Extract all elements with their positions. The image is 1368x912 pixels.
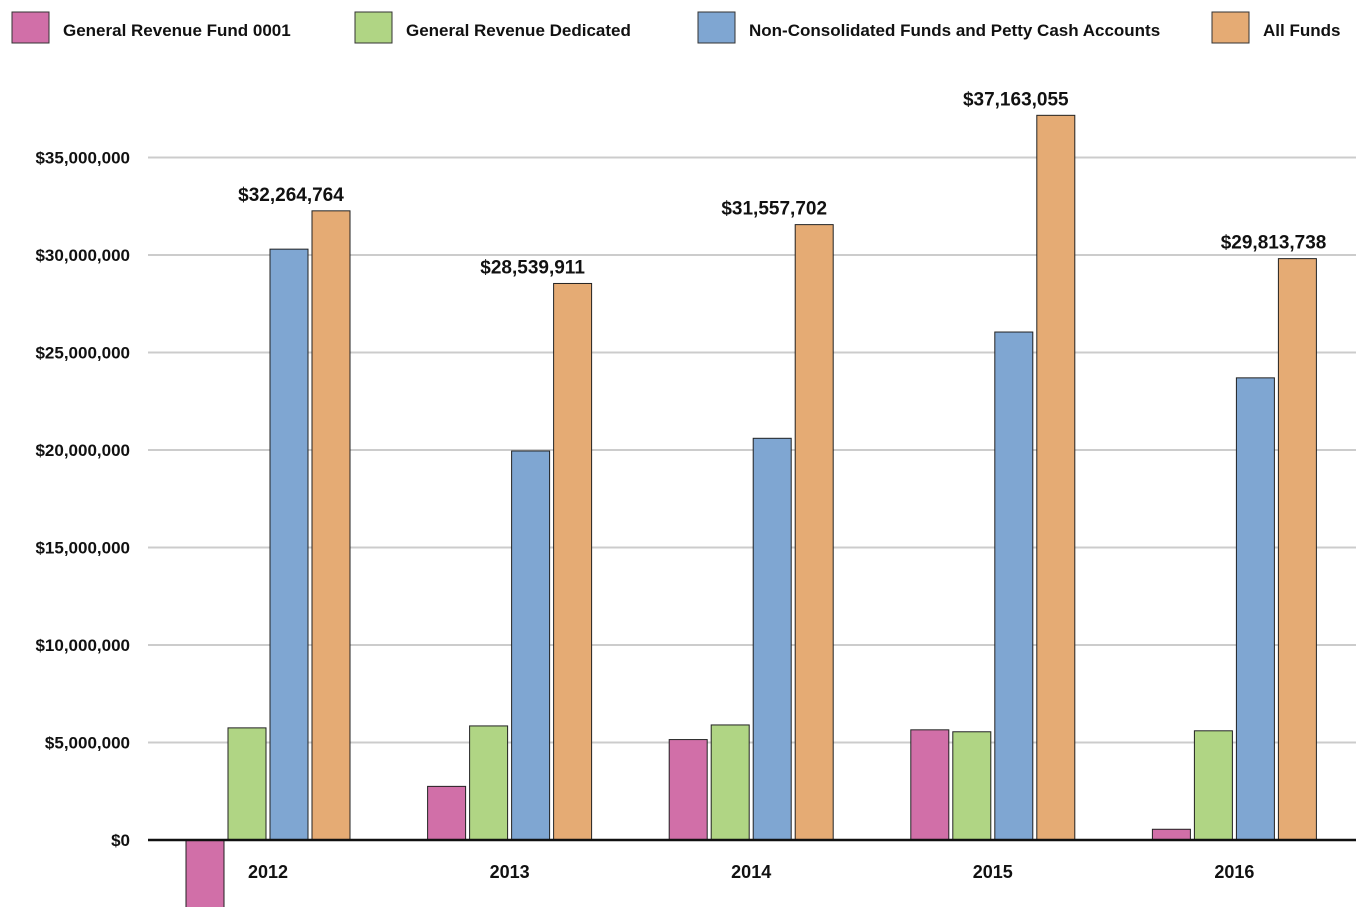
y-tick-label: $0 [111,831,130,850]
legend-label-non-consolidated-funds-and-petty-cash-accounts: Non-Consolidated Funds and Petty Cash Ac… [749,21,1160,40]
x-tick-label: 2014 [731,862,771,882]
y-tick-label: $15,000,000 [35,539,130,558]
y-tick-label: $20,000,000 [35,441,130,460]
bar-all-funds-2012 [311,210,351,841]
legend-swatch-general-revenue-fund-0001 [11,11,50,44]
bar-non-consolidated-funds-and-petty-cash-accounts-2014 [752,437,792,841]
bar-non-consolidated-funds-and-petty-cash-accounts-2012 [269,248,309,841]
bar-general-revenue-dedicated-2012 [227,727,267,841]
bar-general-revenue-fund-0001-2014 [668,739,708,841]
legend-swatch-all-funds [1211,11,1250,44]
y-tick-label: $5,000,000 [45,734,130,753]
bar-general-revenue-fund-0001-2012 [185,839,225,909]
legend: General Revenue Fund 0001 General Revenue… [11,11,1340,44]
bar-general-revenue-dedicated-2016 [1193,730,1233,841]
data-label-all-funds-2013: $28,539,911 [480,257,585,278]
bar-general-revenue-dedicated-2014 [710,724,750,841]
legend-label-all-funds: All Funds [1263,21,1340,40]
x-tick-label: 2016 [1214,862,1254,882]
legend-label-general-revenue-dedicated: General Revenue Dedicated [406,21,631,40]
y-tick-label: $30,000,000 [35,246,130,265]
bar-general-revenue-fund-0001-2016 [1151,828,1191,841]
bar-general-revenue-fund-0001-2015 [910,729,950,841]
bar-non-consolidated-funds-and-petty-cash-accounts-2013 [511,450,551,841]
data-labels: $32,264,764 $28,539,911 $31,557,702 $37,163… [238,89,1326,278]
bar-general-revenue-dedicated-2013 [469,725,509,841]
bar-all-funds-2014 [794,224,834,841]
bar-general-revenue-dedicated-2015 [952,731,992,841]
y-axis: $0 $5,000,000 $10,000,000 $15,000,000 $20,00… [35,149,130,851]
y-tick-label: $25,000,000 [35,344,130,363]
bar-all-funds-2013 [553,282,593,841]
y-tick-label: $10,000,000 [35,636,130,655]
data-label-all-funds-2015: $37,163,055 [963,89,1069,110]
data-label-all-funds-2012: $32,264,764 [238,185,344,206]
data-label-all-funds-2014: $31,557,702 [721,199,827,220]
y-tick-label: $35,000,000 [35,149,130,168]
bar-non-consolidated-funds-and-petty-cash-accounts-2016 [1235,377,1275,841]
bar-non-consolidated-funds-and-petty-cash-accounts-2015 [994,331,1034,841]
bar-all-funds-2015 [1036,114,1076,841]
x-tick-label: 2015 [973,862,1013,882]
x-tick-label: 2012 [248,862,288,882]
x-axis: 2012 2013 2014 2015 2016 [148,838,1356,882]
legend-swatch-non-consolidated-funds-and-petty-cash-accounts [697,11,736,44]
data-label-all-funds-2016: $29,813,738 [1221,233,1327,254]
legend-label-general-revenue-fund-0001: General Revenue Fund 0001 [63,21,291,40]
x-tick-label: 2013 [490,862,530,882]
bar-general-revenue-fund-0001-2013 [427,785,467,841]
legend-swatch-general-revenue-dedicated [354,11,393,44]
bar-all-funds-2016 [1277,258,1317,841]
bars [185,114,1317,909]
